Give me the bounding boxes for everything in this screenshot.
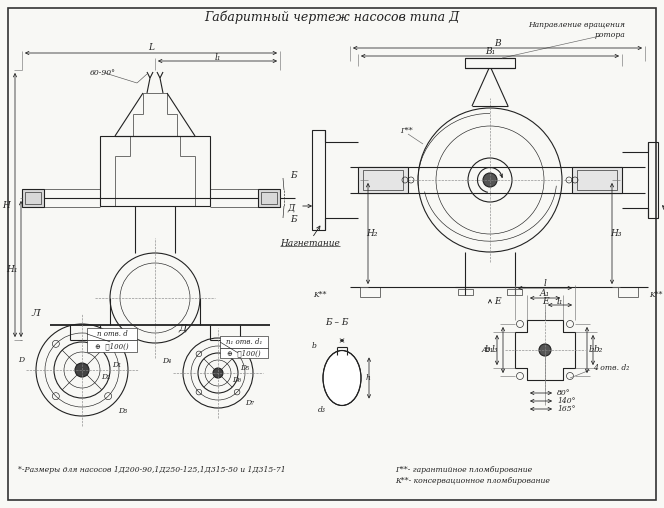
Text: b₁: b₁ xyxy=(484,345,494,355)
Text: D₃: D₃ xyxy=(118,407,127,415)
Text: 80°: 80° xyxy=(557,389,570,397)
Text: Д: Д xyxy=(288,204,295,212)
Bar xyxy=(87,328,137,340)
Bar xyxy=(22,189,44,207)
Text: l₁: l₁ xyxy=(214,52,220,61)
Text: E: E xyxy=(494,297,501,305)
Bar xyxy=(465,58,515,68)
Bar xyxy=(358,167,408,193)
Text: K**: K** xyxy=(649,291,663,299)
Text: *-Размеры для насосов 1Д200-90,1Д250-125,1Д315-50 и 1Д315-71: *-Размеры для насосов 1Д200-90,1Д250-125… xyxy=(18,466,286,474)
Text: l: l xyxy=(544,279,546,289)
Text: b: b xyxy=(311,341,317,350)
Bar xyxy=(258,189,280,207)
Text: n отв. d: n отв. d xyxy=(97,330,127,338)
Text: l₂: l₂ xyxy=(589,345,595,355)
Text: 165°: 165° xyxy=(557,405,576,413)
Text: l₃: l₃ xyxy=(492,345,498,355)
Text: n₁ отв. d₁: n₁ отв. d₁ xyxy=(226,338,262,346)
Text: D₁: D₁ xyxy=(112,361,121,369)
Text: Д: Д xyxy=(178,324,187,333)
Bar xyxy=(25,192,41,204)
Text: К**- консервационное пломбирование: К**- консервационное пломбирование xyxy=(395,477,550,485)
Text: B₁: B₁ xyxy=(485,48,495,56)
Text: 140°: 140° xyxy=(557,397,576,405)
Bar xyxy=(312,130,325,230)
Text: K**: K** xyxy=(313,291,327,299)
Text: H₁: H₁ xyxy=(6,265,18,273)
Text: Б: Б xyxy=(290,215,297,225)
Text: D₂: D₂ xyxy=(101,373,110,381)
Text: ⊕  ⌀100(): ⊕ ⌀100() xyxy=(227,349,261,357)
Bar xyxy=(261,192,277,204)
Text: Л: Л xyxy=(31,309,40,319)
Text: A₁: A₁ xyxy=(540,290,550,299)
Text: Нагнетание: Нагнетание xyxy=(280,238,340,247)
Bar xyxy=(220,348,268,358)
Text: H₂: H₂ xyxy=(367,229,378,238)
Bar xyxy=(648,142,658,218)
Text: l₁: l₁ xyxy=(556,297,563,305)
Text: D₇: D₇ xyxy=(245,399,254,407)
Circle shape xyxy=(75,363,89,377)
Text: D₅: D₅ xyxy=(240,364,249,372)
Bar xyxy=(577,170,617,190)
Text: L: L xyxy=(148,44,154,52)
Text: Г**- гарантийное пломбирование: Г**- гарантийное пломбирование xyxy=(395,466,532,474)
Text: Габаритный чертеж насосов типа Д: Габаритный чертеж насосов типа Д xyxy=(205,10,459,24)
Text: Е: Е xyxy=(542,298,548,306)
Text: d₃: d₃ xyxy=(318,406,326,415)
Bar xyxy=(220,336,268,348)
Text: H: H xyxy=(2,201,10,209)
Bar xyxy=(100,136,210,206)
Text: Направление вращения
ротора: Направление вращения ротора xyxy=(528,21,625,39)
Bar xyxy=(363,170,403,190)
Circle shape xyxy=(213,368,223,378)
Text: Г**: Г** xyxy=(400,127,413,135)
Text: 4 отв. d₂: 4 отв. d₂ xyxy=(593,364,629,372)
Text: b₂: b₂ xyxy=(594,345,603,355)
Circle shape xyxy=(483,173,497,187)
Ellipse shape xyxy=(323,351,361,405)
Text: B: B xyxy=(494,39,501,48)
Text: Б – Б: Б – Б xyxy=(325,318,349,327)
Text: h: h xyxy=(366,374,371,382)
Text: D₄: D₄ xyxy=(162,357,171,365)
Bar xyxy=(458,289,473,295)
Bar xyxy=(507,289,522,295)
Text: Б: Б xyxy=(290,172,297,180)
Bar xyxy=(572,167,622,193)
Text: A₂: A₂ xyxy=(481,346,490,354)
Text: D: D xyxy=(18,356,24,364)
Circle shape xyxy=(539,344,551,356)
Text: D₆: D₆ xyxy=(232,376,241,384)
Text: H₃: H₃ xyxy=(610,229,622,238)
Text: 60-90°: 60-90° xyxy=(90,69,116,77)
Bar xyxy=(87,340,137,352)
Text: ⊕  ⌀100(): ⊕ ⌀100() xyxy=(95,342,129,350)
